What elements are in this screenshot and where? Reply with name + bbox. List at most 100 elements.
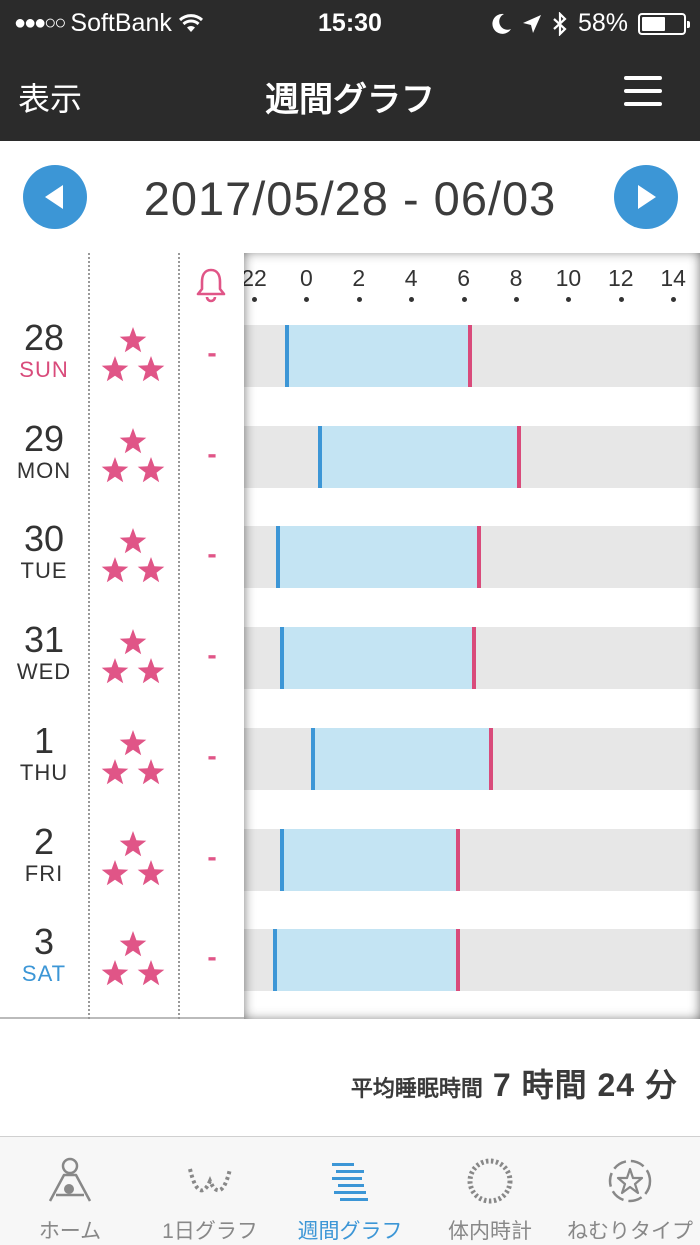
wifi-icon [178,13,203,32]
wake-marker [456,828,461,891]
hour-tick-label: 4 [404,265,418,291]
sleep-rating-stars-icon [97,526,169,588]
tab-home[interactable]: ホーム [0,1137,140,1245]
sleep-start-marker [275,526,280,589]
average-sleep-label: 平均睡眠時間 [350,1076,483,1101]
column-divider [88,253,90,1019]
hour-tick-dot [304,297,310,302]
menu-line [624,76,662,80]
hour-tick-dot [409,297,415,302]
average-sleep: 平均睡眠時間 7 時間 24 分 [351,1060,678,1106]
column-divider [178,253,180,1019]
sleep-rating-stars-icon [97,426,169,488]
hour-tick-label: 12 [608,265,634,291]
wake-marker [456,929,461,992]
hour-tick-dot [356,297,362,302]
next-week-button[interactable] [614,165,678,229]
day-label: 1 THU [0,719,88,786]
day-number: 1 [33,719,55,761]
tab-body-clock[interactable]: 体内時計 [420,1137,560,1245]
day-name: WED [16,659,72,685]
sleep-start-marker [279,627,284,690]
moon-icon [492,13,511,34]
tab-label: 1日グラフ [162,1220,258,1243]
bluetooth-icon [553,11,567,36]
battery-fill [642,16,666,31]
wake-marker [516,425,521,488]
day-name: SAT [21,961,67,987]
hour-tick-label: 8 [509,265,523,291]
chart-row[interactable] [244,425,700,488]
triangle-left-icon [45,185,63,209]
alarm-value: - [207,437,217,469]
alarm-value: - [207,840,217,872]
sleep-rating-stars-icon [97,627,169,689]
sleep-start-marker [317,425,322,488]
sleep-bar [274,929,459,992]
tab-label: 週間グラフ [297,1220,403,1243]
average-sleep-value: 7 時間 24 分 [492,1067,678,1103]
tab-label: ねむりタイプ [567,1220,693,1243]
sleep-bar [281,828,459,891]
chart-row[interactable] [244,526,700,589]
hour-tick-label: 0 [299,265,313,291]
chart-row[interactable] [244,627,700,690]
hour-tick-dot [252,297,257,302]
alarm-value: - [207,538,217,570]
sleep-rating-stars-icon [97,929,169,991]
chart-row[interactable] [244,828,700,891]
sleep-bar [281,627,475,690]
previous-week-button[interactable] [23,165,87,229]
weekly-bars-icon [332,1163,368,1201]
tab-label: ホーム [38,1220,102,1243]
tab-sleep-type[interactable]: ねむりタイプ [560,1137,700,1245]
chart-row[interactable] [244,929,700,992]
sleep-bar [286,325,471,387]
sleep-type-star-icon [608,1159,652,1203]
hour-tick-dot [671,297,677,302]
hour-tick-label: 22 [244,265,267,291]
status-right: 58% [492,9,690,38]
home-sleeper-icon [48,1157,92,1202]
hour-tick-dot [461,297,467,302]
day-label: 2 FRI [0,820,88,887]
day-label: 28 SUN [0,319,88,383]
signal-strength-icon: ●●●○○ [14,12,66,34]
location-arrow-icon [522,14,541,33]
sleep-start-marker [310,727,315,790]
tab-weekly-graph[interactable]: 週間グラフ [280,1137,420,1245]
wake-marker [489,727,494,790]
date-header: 2017/05/28 - 06/03 [0,141,700,253]
body-clock-icon [467,1158,513,1204]
chart-row[interactable] [244,727,700,790]
sleep-bar [319,425,519,488]
status-time: 15:30 [318,9,382,37]
day-label: 3 SAT [0,923,88,987]
day-number: 2 [33,820,55,862]
page-title: 週間グラフ [265,81,435,119]
chart-row[interactable] [244,325,700,387]
alarm-value: - [207,639,217,671]
display-button[interactable]: 表示 [18,81,83,117]
alarm-value: - [207,739,217,771]
triangle-right-icon [638,185,656,209]
battery-icon [638,12,690,35]
hour-tick-label: 6 [457,265,470,291]
sleep-start-marker [284,325,289,387]
tab-daily-graph[interactable]: 1日グラフ [140,1137,280,1245]
day-label: 30 TUE [0,520,88,584]
day-name: FRI [24,860,64,886]
hamburger-menu-icon[interactable] [624,76,662,106]
sleep-rating-stars-icon [97,829,169,891]
day-number: 3 [33,921,55,963]
hour-tick-dot [514,297,519,302]
battery-percent: 58% [577,9,628,37]
daily-wave-icon [188,1168,232,1193]
carrier-name: SoftBank [70,9,172,37]
wake-marker [468,325,473,387]
day-label: 29 MON [0,417,88,484]
carrier-info: ●●●○○ SoftBank [14,9,204,38]
day-number: 29 [23,417,65,459]
day-name: TUE [20,558,68,584]
hour-tick-dot [566,297,572,302]
